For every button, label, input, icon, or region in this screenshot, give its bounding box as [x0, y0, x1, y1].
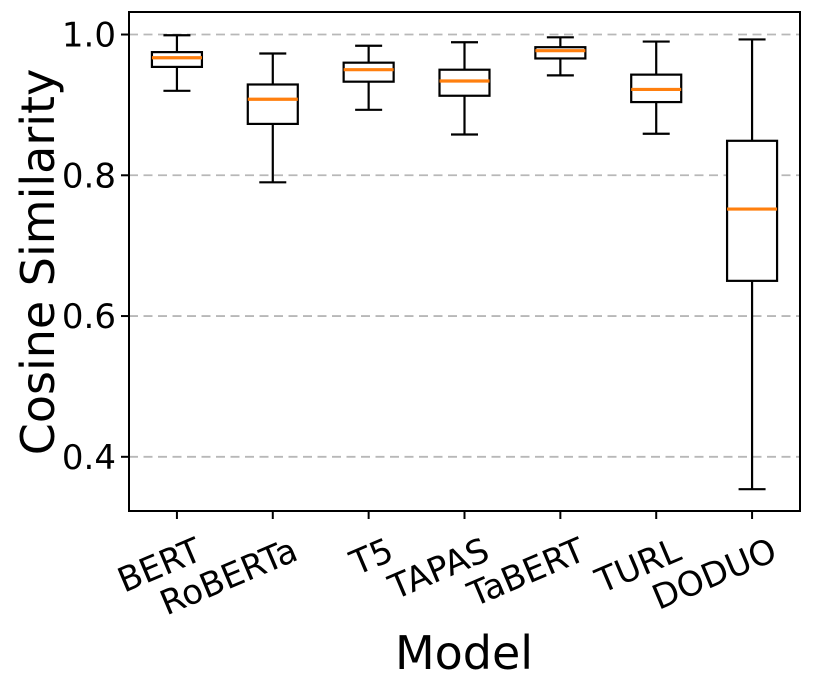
iqr-box	[342, 61, 395, 83]
box-turl	[630, 40, 683, 135]
boxes	[150, 34, 779, 491]
iqr-box	[534, 46, 587, 60]
gridlines	[129, 33, 800, 458]
iqr-box	[438, 68, 491, 97]
iqr-box	[150, 51, 204, 68]
y-tick-labels: 1.0 0.8 0.6 0.4	[62, 16, 116, 478]
iqr-box	[246, 83, 299, 126]
x-axis-label: Model	[395, 626, 533, 680]
y-tick-label: 1.0	[62, 16, 116, 56]
box-tabert	[534, 36, 587, 77]
y-tick-label: 0.6	[62, 297, 116, 337]
box-t5	[342, 44, 395, 111]
box-bert	[150, 34, 204, 92]
y-tick-label: 0.4	[62, 438, 116, 478]
axis-tick-marks	[121, 33, 754, 519]
y-axis-label: Cosine Similarity	[11, 69, 65, 456]
y-tick-label: 0.8	[62, 156, 116, 196]
box-doduo	[725, 38, 779, 491]
iqr-box	[725, 139, 779, 282]
box-roberta	[246, 52, 299, 184]
box-tapas	[438, 41, 491, 136]
